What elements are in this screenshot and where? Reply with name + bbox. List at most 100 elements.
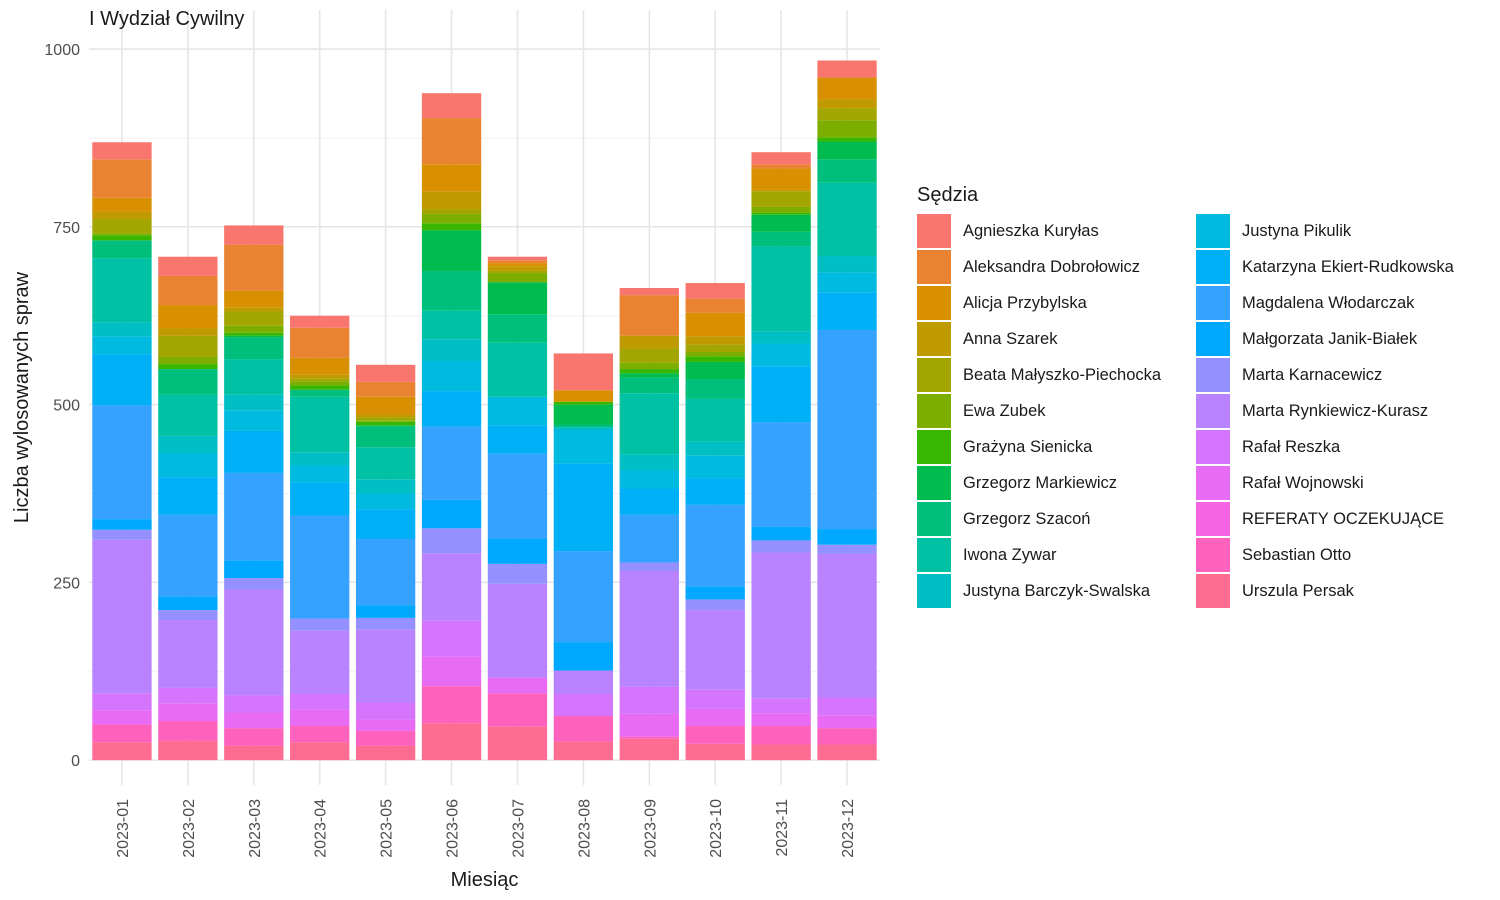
bar-segment xyxy=(685,351,745,357)
bar-segment xyxy=(751,231,811,247)
bar-segment xyxy=(751,744,811,761)
legend-item: Ewa Zubek xyxy=(917,393,1196,429)
legend-label: Beata Małyszko-Piechocka xyxy=(963,365,1162,384)
bar-segment xyxy=(290,515,350,619)
bar-segment xyxy=(817,182,877,257)
legend-swatch xyxy=(917,214,951,248)
y-tick-label: 1000 xyxy=(44,42,80,59)
bar-segment xyxy=(355,417,416,421)
y-tick-label: 250 xyxy=(53,575,80,592)
legend-swatch xyxy=(1196,214,1230,248)
bar-segment xyxy=(685,441,745,456)
legend-item: Magdalena Włodarczak xyxy=(1196,285,1486,321)
bar-segment xyxy=(487,425,548,454)
bar-segment xyxy=(92,258,152,323)
bar-segment xyxy=(224,332,284,336)
bar-segment xyxy=(817,60,877,78)
legend-swatch xyxy=(1196,322,1230,356)
bar-segment xyxy=(685,504,745,587)
bar-segment xyxy=(224,244,284,291)
bar-segment xyxy=(224,589,284,696)
x-tick-label: 2023-08 xyxy=(576,799,593,858)
bar-segment xyxy=(290,374,350,379)
x-tick-label: 2023-04 xyxy=(313,799,330,858)
bar-segment xyxy=(619,454,679,471)
bar-segment xyxy=(355,617,416,630)
bar-segment xyxy=(619,736,679,739)
bar-segment xyxy=(92,240,152,259)
legend-label: Magdalena Włodarczak xyxy=(1242,293,1415,312)
bar-segment xyxy=(751,189,811,192)
x-tick-label: 2023-07 xyxy=(510,799,527,858)
bar-segment xyxy=(290,725,350,743)
bar-segment xyxy=(92,529,152,540)
bar-segment xyxy=(421,620,482,657)
bar-segment xyxy=(355,479,416,494)
legend-label: Rafał Reszka xyxy=(1242,437,1341,456)
legend-item: Beata Małyszko-Piechocka xyxy=(917,357,1196,393)
bar-segment xyxy=(553,429,614,464)
legend-label: Sebastian Otto xyxy=(1242,545,1352,564)
bar-segment xyxy=(685,599,745,611)
legend-swatch xyxy=(917,574,951,608)
legend-label: Agnieszka Kuryłas xyxy=(963,221,1099,240)
bar-segment xyxy=(817,728,877,745)
bar-segment xyxy=(619,470,679,489)
bar-segment xyxy=(158,514,218,597)
bar-segment xyxy=(685,455,745,479)
bar-segment xyxy=(355,509,416,539)
bar-segment xyxy=(355,381,416,397)
bar-segment xyxy=(421,209,482,215)
bar-segment xyxy=(553,353,614,391)
bar-segment xyxy=(92,519,152,530)
bar-segment xyxy=(290,315,350,328)
legend-swatch xyxy=(917,430,951,464)
bar-segment xyxy=(421,93,482,119)
legend-swatch xyxy=(1196,430,1230,464)
bar-segment xyxy=(487,282,548,315)
legend-item: Rafał Wojnowski xyxy=(1196,465,1486,501)
bar-segment xyxy=(685,398,745,442)
bar-segment xyxy=(290,327,350,358)
bar-segment xyxy=(92,710,152,725)
bar-segment xyxy=(158,256,218,276)
bar-segment xyxy=(751,366,811,423)
bar-segment xyxy=(92,235,152,241)
bar-segment xyxy=(685,379,745,399)
bar-segment xyxy=(158,275,218,306)
bar-segment xyxy=(685,283,745,299)
bar-segment xyxy=(92,693,152,711)
legend-item: Małgorzata Janik-Białek xyxy=(1196,321,1486,357)
bar-segment xyxy=(817,697,877,716)
bar-segment xyxy=(224,290,284,308)
bar-segment xyxy=(421,391,482,427)
bar-segment xyxy=(619,488,679,515)
legend-item: Rafał Reszka xyxy=(1196,429,1486,465)
legend-item: Sebastian Otto xyxy=(1196,537,1486,573)
bar-segment xyxy=(421,723,482,761)
bar-segment xyxy=(817,272,877,293)
bar-segment xyxy=(751,725,811,745)
bar-segment xyxy=(355,426,416,448)
bar-segment xyxy=(487,270,548,274)
bar-segment xyxy=(619,514,679,563)
legend-label: Małgorzata Janik-Białek xyxy=(1242,329,1418,348)
legend-item: Justyna Pikulik xyxy=(1196,213,1486,249)
bar-segment xyxy=(92,742,152,761)
bar-segment xyxy=(751,713,811,726)
bar-segment xyxy=(817,715,877,729)
bar-segment xyxy=(619,377,679,394)
bar-segment xyxy=(487,677,548,694)
bar-segment xyxy=(355,421,416,426)
bar-segment xyxy=(487,453,548,539)
bar-segment xyxy=(817,529,877,545)
bar-segment xyxy=(224,225,284,245)
bar-segment xyxy=(92,211,152,220)
legend-swatch xyxy=(1196,574,1230,608)
bar-segment xyxy=(619,295,679,336)
bar-segment xyxy=(619,393,679,455)
bar-segment xyxy=(92,159,152,198)
bar-segment xyxy=(685,586,745,600)
bar-segment xyxy=(817,292,877,330)
legend-item: Marta Karnacewicz xyxy=(1196,357,1486,393)
